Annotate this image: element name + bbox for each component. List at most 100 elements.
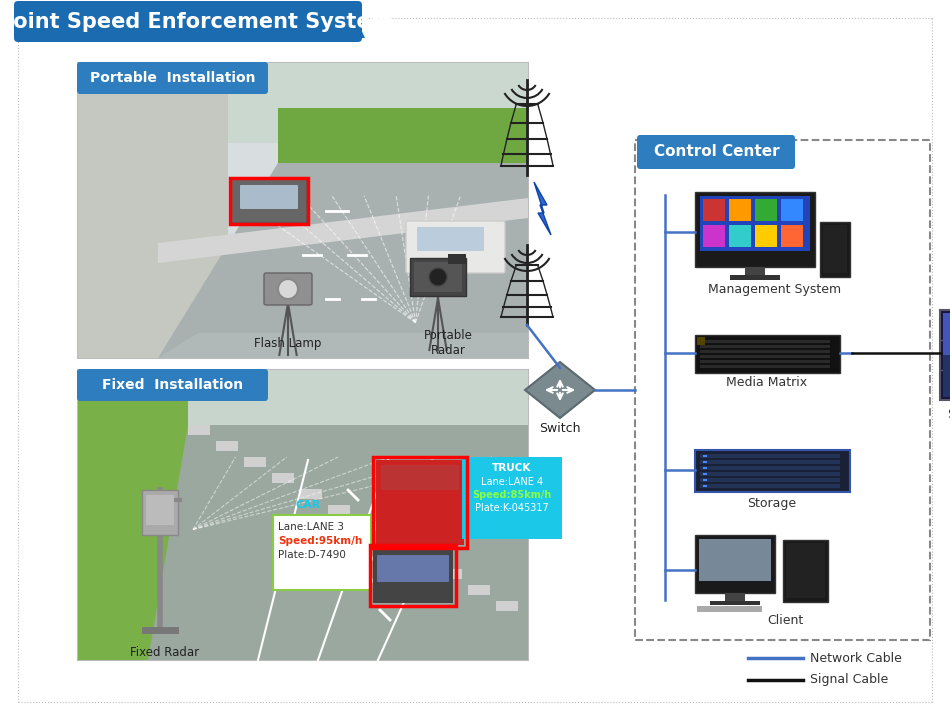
Circle shape <box>429 268 447 286</box>
Bar <box>146 495 174 525</box>
Bar <box>786 543 825 598</box>
Text: Plate:K-045317: Plate:K-045317 <box>475 503 549 513</box>
Bar <box>697 606 762 612</box>
Bar <box>700 460 840 464</box>
Polygon shape <box>148 425 528 660</box>
Polygon shape <box>158 333 528 358</box>
Bar <box>272 473 294 483</box>
Bar <box>356 521 378 531</box>
Bar <box>381 465 459 490</box>
Bar <box>820 222 850 277</box>
Bar <box>373 457 467 548</box>
Bar <box>700 478 840 482</box>
Bar <box>940 310 950 400</box>
Text: Speed:95km/h: Speed:95km/h <box>278 536 362 546</box>
Bar <box>700 360 830 363</box>
Text: Speed:85km/h: Speed:85km/h <box>472 490 552 500</box>
FancyBboxPatch shape <box>377 555 449 582</box>
Bar <box>228 63 528 143</box>
Bar <box>781 225 803 247</box>
FancyBboxPatch shape <box>14 1 362 42</box>
Bar <box>328 505 350 515</box>
Bar <box>635 140 930 640</box>
Bar <box>700 454 840 458</box>
Bar <box>414 262 462 292</box>
Text: Storage: Storage <box>748 497 796 510</box>
Bar <box>695 535 775 593</box>
Text: Lane:LANE 4: Lane:LANE 4 <box>481 477 543 487</box>
Bar <box>823 225 847 273</box>
Bar <box>697 337 705 345</box>
FancyBboxPatch shape <box>77 62 268 94</box>
FancyBboxPatch shape <box>264 273 312 305</box>
Bar <box>440 569 462 579</box>
Bar <box>710 601 760 605</box>
Bar <box>468 585 490 595</box>
Bar <box>78 63 528 358</box>
Bar <box>700 196 810 251</box>
Text: Signal Cable: Signal Cable <box>810 673 888 686</box>
Bar <box>695 450 850 492</box>
Bar <box>755 199 777 221</box>
Bar <box>188 425 210 435</box>
Polygon shape <box>158 163 528 358</box>
FancyBboxPatch shape <box>77 369 268 401</box>
Polygon shape <box>158 198 528 263</box>
Bar <box>700 355 830 358</box>
Text: Fixed Radar: Fixed Radar <box>130 646 200 659</box>
Circle shape <box>278 279 298 299</box>
FancyBboxPatch shape <box>231 179 307 223</box>
Text: Fixed  Installation: Fixed Installation <box>103 378 243 392</box>
Bar <box>695 335 840 373</box>
Text: Screen Wall: Screen Wall <box>948 408 950 420</box>
Text: TRUCK: TRUCK <box>492 463 532 473</box>
Text: Point Speed Enforcement System: Point Speed Enforcement System <box>0 12 392 32</box>
Bar <box>783 540 828 602</box>
Bar <box>700 484 840 488</box>
Polygon shape <box>534 182 551 235</box>
Bar <box>448 254 466 264</box>
Bar <box>300 489 322 499</box>
Bar <box>78 63 228 358</box>
Bar <box>695 192 815 267</box>
Text: CAR: CAR <box>295 500 320 510</box>
Bar <box>78 370 528 660</box>
Bar <box>700 340 830 343</box>
Bar <box>410 258 466 296</box>
Bar <box>273 515 371 590</box>
Text: Media Matrix: Media Matrix <box>727 377 808 390</box>
Bar <box>745 267 765 275</box>
Bar <box>781 199 803 221</box>
Bar <box>725 593 745 601</box>
Bar <box>943 313 950 355</box>
Text: Lane:LANE 3: Lane:LANE 3 <box>278 522 344 532</box>
Text: Switch: Switch <box>540 421 580 434</box>
Bar <box>373 548 453 603</box>
Bar <box>703 479 707 481</box>
Bar <box>700 345 830 348</box>
Text: Plate:D-7490: Plate:D-7490 <box>278 550 346 560</box>
Bar <box>78 370 528 425</box>
Bar <box>376 460 464 545</box>
Bar <box>703 485 707 487</box>
Text: Management System: Management System <box>709 284 842 297</box>
Polygon shape <box>525 362 595 418</box>
Bar <box>703 461 707 463</box>
Bar <box>729 199 751 221</box>
Bar <box>216 441 238 451</box>
Text: Flash Lamp: Flash Lamp <box>255 336 322 349</box>
Text: Client: Client <box>767 613 803 626</box>
Bar <box>699 539 771 581</box>
Polygon shape <box>18 5 365 38</box>
Bar <box>78 370 188 660</box>
Text: Network Cable: Network Cable <box>810 652 902 665</box>
Bar <box>703 199 725 221</box>
Bar <box>244 457 266 467</box>
Bar <box>703 473 707 475</box>
Text: Control Center: Control Center <box>655 145 780 160</box>
Bar <box>370 545 456 606</box>
FancyBboxPatch shape <box>240 185 298 209</box>
Bar <box>230 178 308 224</box>
Bar <box>142 490 178 535</box>
Bar <box>462 457 562 539</box>
